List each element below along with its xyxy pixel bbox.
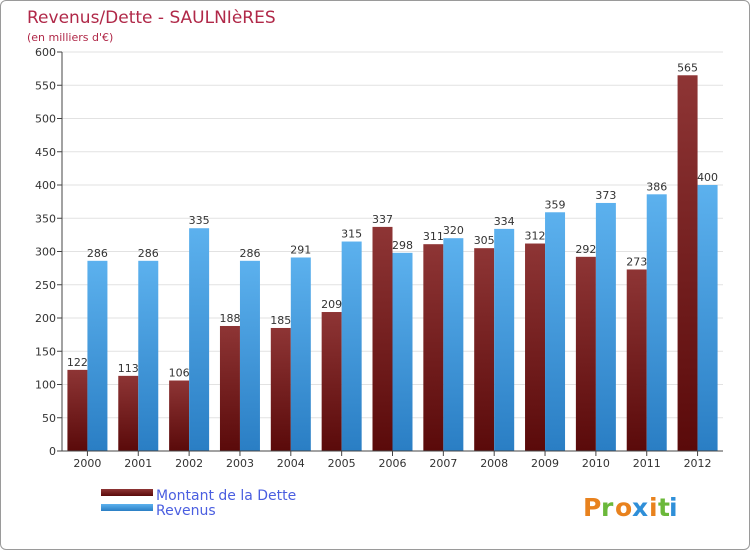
- data-label-dette: 292: [575, 243, 596, 256]
- y-tick-label: 400: [35, 179, 56, 192]
- bar-dette-2000: [67, 369, 88, 451]
- legend-swatch-dette: [101, 489, 153, 496]
- bar-dette-2009: [525, 243, 546, 451]
- data-label-revenus: 286: [239, 247, 260, 260]
- data-label-revenus: 320: [443, 224, 464, 237]
- x-tick-label: 2002: [175, 457, 203, 470]
- bar-dette-2004: [270, 327, 291, 451]
- bar-revenus-2002: [189, 228, 210, 451]
- x-tick-label: 2009: [531, 457, 559, 470]
- bar-revenus-2009: [545, 212, 566, 451]
- data-label-revenus: 359: [545, 198, 566, 211]
- y-tick-label: 150: [35, 345, 56, 358]
- data-label-dette: 113: [118, 362, 139, 375]
- bar-revenus-2003: [239, 260, 260, 451]
- data-label-revenus: 286: [138, 247, 159, 260]
- y-tick-label: 550: [35, 79, 56, 92]
- data-label-revenus: 335: [189, 214, 210, 227]
- bar-dette-2007: [423, 244, 444, 451]
- data-label-revenus: 291: [290, 243, 311, 256]
- bar-revenus-2010: [595, 202, 616, 451]
- data-label-dette: 305: [474, 234, 495, 247]
- x-tick-label: 2000: [73, 457, 101, 470]
- data-label-dette: 188: [219, 312, 240, 325]
- bar-dette-2010: [575, 256, 596, 451]
- y-tick-label: 250: [35, 279, 56, 292]
- bar-revenus-2006: [392, 252, 413, 451]
- data-label-revenus: 298: [392, 239, 413, 252]
- watermark-letter: P: [583, 493, 601, 522]
- x-tick-label: 2007: [429, 457, 457, 470]
- watermark-letter: r: [601, 493, 614, 522]
- data-label-revenus: 286: [87, 247, 108, 260]
- data-label-dette: 122: [67, 356, 88, 369]
- bar-revenus-2008: [494, 228, 515, 451]
- data-label-dette: 106: [169, 367, 190, 380]
- x-tick-label: 2003: [226, 457, 254, 470]
- data-label-revenus: 400: [697, 171, 718, 184]
- x-tick-label: 2006: [379, 457, 407, 470]
- watermark-letter: t: [658, 493, 670, 522]
- legend-label-revenus: Revenus: [156, 503, 216, 519]
- y-tick-label: 350: [35, 212, 56, 225]
- y-tick-label: 500: [35, 113, 56, 126]
- data-label-dette: 565: [677, 61, 698, 74]
- legend-label-dette: Montant de la Dette: [156, 488, 296, 504]
- bar-revenus-2007: [443, 238, 464, 451]
- bar-revenus-2005: [341, 241, 362, 451]
- watermark-letter: i: [649, 493, 658, 522]
- chart-title: Revenus/Dette - SAULNIèRES: [27, 8, 276, 28]
- bar-revenus-2001: [138, 260, 159, 451]
- bar-revenus-2012: [697, 185, 718, 451]
- y-tick-label: 100: [35, 379, 56, 392]
- bar-dette-2006: [372, 226, 393, 451]
- data-label-dette: 185: [270, 314, 291, 327]
- x-tick-label: 2004: [277, 457, 305, 470]
- bar-dette-2005: [321, 312, 342, 451]
- x-tick-label: 2005: [328, 457, 356, 470]
- bar-dette-2002: [169, 380, 190, 451]
- x-tick-label: 2008: [480, 457, 508, 470]
- chart-subtitle: (en milliers d'€): [27, 31, 113, 44]
- bar-dette-2003: [219, 325, 240, 451]
- y-tick-label: 200: [35, 312, 56, 325]
- watermark-letter: i: [669, 493, 678, 522]
- legend-swatch-revenus: [101, 504, 153, 511]
- bar-revenus-2004: [290, 257, 311, 451]
- watermark-letter: x: [632, 493, 648, 522]
- x-tick-label: 2011: [633, 457, 661, 470]
- y-tick-label: 300: [35, 246, 56, 259]
- bar-dette-2011: [626, 269, 647, 451]
- bar-dette-2001: [118, 375, 139, 451]
- bar-revenus-2000: [87, 260, 108, 451]
- data-label-revenus: 334: [494, 215, 515, 228]
- data-label-dette: 311: [423, 230, 444, 243]
- data-label-revenus: 373: [595, 189, 616, 202]
- data-label-revenus: 386: [646, 180, 667, 193]
- data-label-dette: 273: [626, 255, 647, 268]
- x-tick-label: 2010: [582, 457, 610, 470]
- watermark-letter: o: [615, 493, 632, 522]
- data-label-revenus: 315: [341, 228, 362, 241]
- data-label-dette: 209: [321, 298, 342, 311]
- y-tick-label: 50: [42, 412, 56, 425]
- bar-dette-2012: [677, 75, 698, 452]
- bar-dette-2008: [474, 248, 495, 451]
- y-tick-label: 450: [35, 146, 56, 159]
- data-label-dette: 312: [525, 230, 546, 243]
- bar-revenus-2011: [646, 194, 667, 451]
- y-tick-label: 600: [35, 46, 56, 59]
- x-tick-label: 2012: [684, 457, 712, 470]
- y-tick-label: 0: [49, 445, 56, 458]
- x-tick-label: 2001: [124, 457, 152, 470]
- data-label-dette: 337: [372, 213, 393, 226]
